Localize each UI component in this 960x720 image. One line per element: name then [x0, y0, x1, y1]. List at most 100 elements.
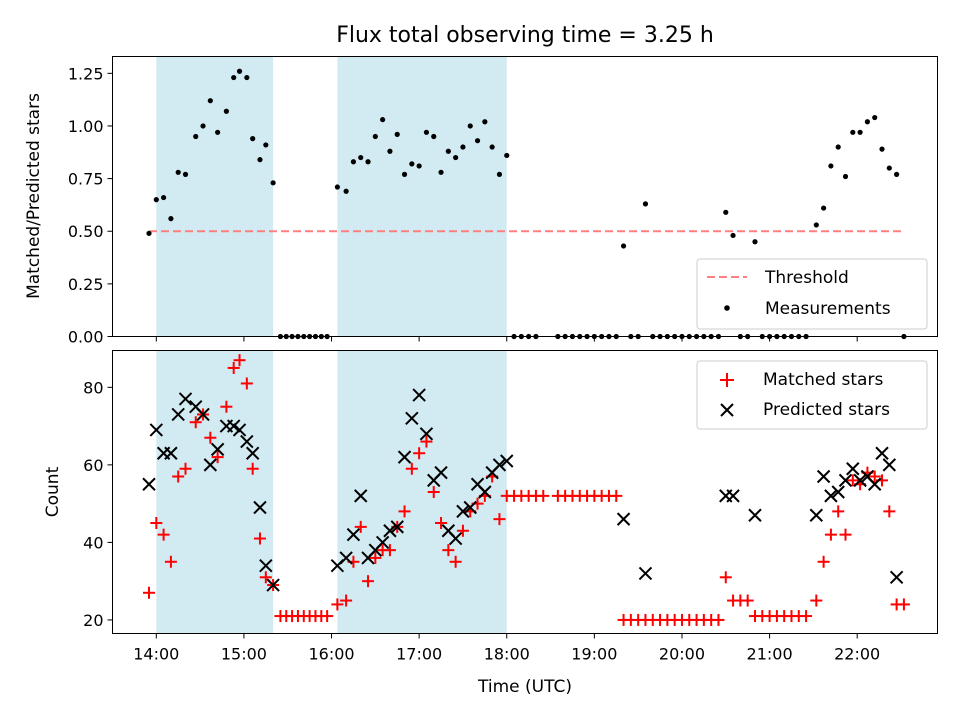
x-b	[405, 411, 419, 426]
measurement-point	[401, 171, 408, 177]
measurement-point	[857, 129, 863, 135]
x-b	[419, 427, 434, 441]
measurement-point	[244, 74, 250, 81]
measurement-point	[620, 243, 627, 249]
axes: 14:00 15:00 16:00 17:00 18:00 19:00 20:00 21:00…	[68, 64, 880, 663]
x-b	[831, 485, 845, 499]
x-b	[875, 446, 889, 460]
measurement-point	[146, 230, 152, 236]
matched-star-point	[189, 416, 202, 429]
matched-star-point	[435, 517, 448, 530]
x-b	[203, 458, 218, 472]
x-b	[463, 500, 477, 515]
predicted-star-point	[390, 520, 404, 534]
bottom-legend-box	[696, 360, 928, 430]
measurement-point	[886, 165, 892, 171]
measurement-point	[821, 205, 827, 211]
x-b	[441, 524, 456, 538]
x-b	[266, 578, 280, 592]
measurement-point	[864, 119, 871, 125]
measurement-point	[263, 142, 269, 148]
matched-star-point	[413, 447, 426, 460]
measurement-point	[231, 74, 237, 81]
predicted-star-point	[397, 450, 412, 464]
measurement-point	[723, 209, 729, 215]
predicted-star-point	[868, 477, 882, 491]
predicted-star-point	[164, 446, 178, 460]
x-b	[210, 442, 225, 457]
predicted-star-point	[266, 578, 280, 592]
measurement-point	[182, 171, 189, 177]
predicted-star-point	[882, 458, 897, 472]
predicted-star-point	[210, 442, 225, 457]
x-b	[397, 450, 412, 464]
legend-matched-swatch	[720, 373, 734, 387]
matched-star-point	[800, 610, 813, 623]
x-b	[375, 535, 390, 550]
matched-star-point	[427, 486, 440, 498]
matched-star-point	[719, 571, 732, 584]
x-axis-label: Time (UTC)	[477, 677, 572, 697]
matched-star-point	[420, 435, 433, 448]
measurement-point	[168, 216, 174, 222]
matched-star-point	[456, 524, 469, 537]
matched-star-point	[220, 400, 233, 413]
y-tick-label: 1.25	[68, 64, 104, 83]
matched-star-point	[354, 520, 367, 533]
measurement-point	[482, 119, 488, 125]
shaded-interval-1	[156, 56, 274, 337]
predicted-star-point	[375, 535, 390, 550]
matched-star-point	[405, 462, 418, 475]
x-b	[142, 477, 156, 491]
measurement-point	[215, 129, 221, 135]
matched-star-point	[211, 451, 224, 464]
measurement-point	[752, 239, 758, 245]
measurement-point	[223, 108, 229, 114]
measurement-point	[200, 123, 206, 129]
matched-star-point	[839, 528, 852, 541]
predicted-star-point	[478, 485, 492, 499]
x-b	[456, 504, 470, 519]
legend-matched-label: Matched stars	[763, 370, 883, 390]
matched-star-point	[227, 361, 240, 374]
predicted-star-point	[203, 458, 218, 472]
matched-star-point	[240, 377, 253, 390]
predicted-star-point	[253, 500, 267, 515]
matched-star-point	[246, 462, 259, 475]
predicted-star-point	[226, 419, 241, 433]
matched-star-point	[157, 528, 170, 541]
measurement-point	[828, 163, 834, 169]
x-b	[240, 434, 254, 449]
x-b	[638, 566, 653, 581]
x-b	[478, 485, 492, 499]
x-b	[838, 473, 853, 488]
shaded-interval-1	[156, 350, 274, 634]
measurement-point	[416, 163, 422, 169]
matched-star-point	[883, 505, 896, 518]
measurement-point	[879, 146, 885, 152]
matched-star-point	[321, 610, 334, 623]
predicted-star-point	[616, 512, 631, 526]
predicted-star-point	[809, 508, 824, 522]
x-b	[889, 570, 904, 584]
x-b	[253, 500, 267, 515]
measurement-point	[334, 184, 340, 190]
predicted-star-point	[456, 504, 470, 519]
y-tick-label: 80	[83, 378, 103, 397]
measurement-point	[504, 152, 510, 159]
measurement-point	[642, 201, 649, 207]
measurement-point	[431, 133, 437, 140]
x-tick-label: 21:00	[747, 645, 793, 664]
measurement-point	[380, 117, 386, 123]
predicted-star-point	[240, 434, 254, 449]
x-b	[259, 558, 273, 573]
measurement-point	[453, 154, 459, 161]
bottom-legend: Matched stars Predicted stars	[696, 360, 928, 430]
x-b	[816, 469, 831, 484]
matched-star-point	[398, 505, 411, 518]
predicted-star-point	[831, 485, 845, 499]
measurement-point	[387, 148, 393, 154]
x-tick-label: 22:00	[834, 645, 880, 664]
measurement-point	[460, 144, 466, 150]
matched-star-point	[383, 544, 396, 557]
